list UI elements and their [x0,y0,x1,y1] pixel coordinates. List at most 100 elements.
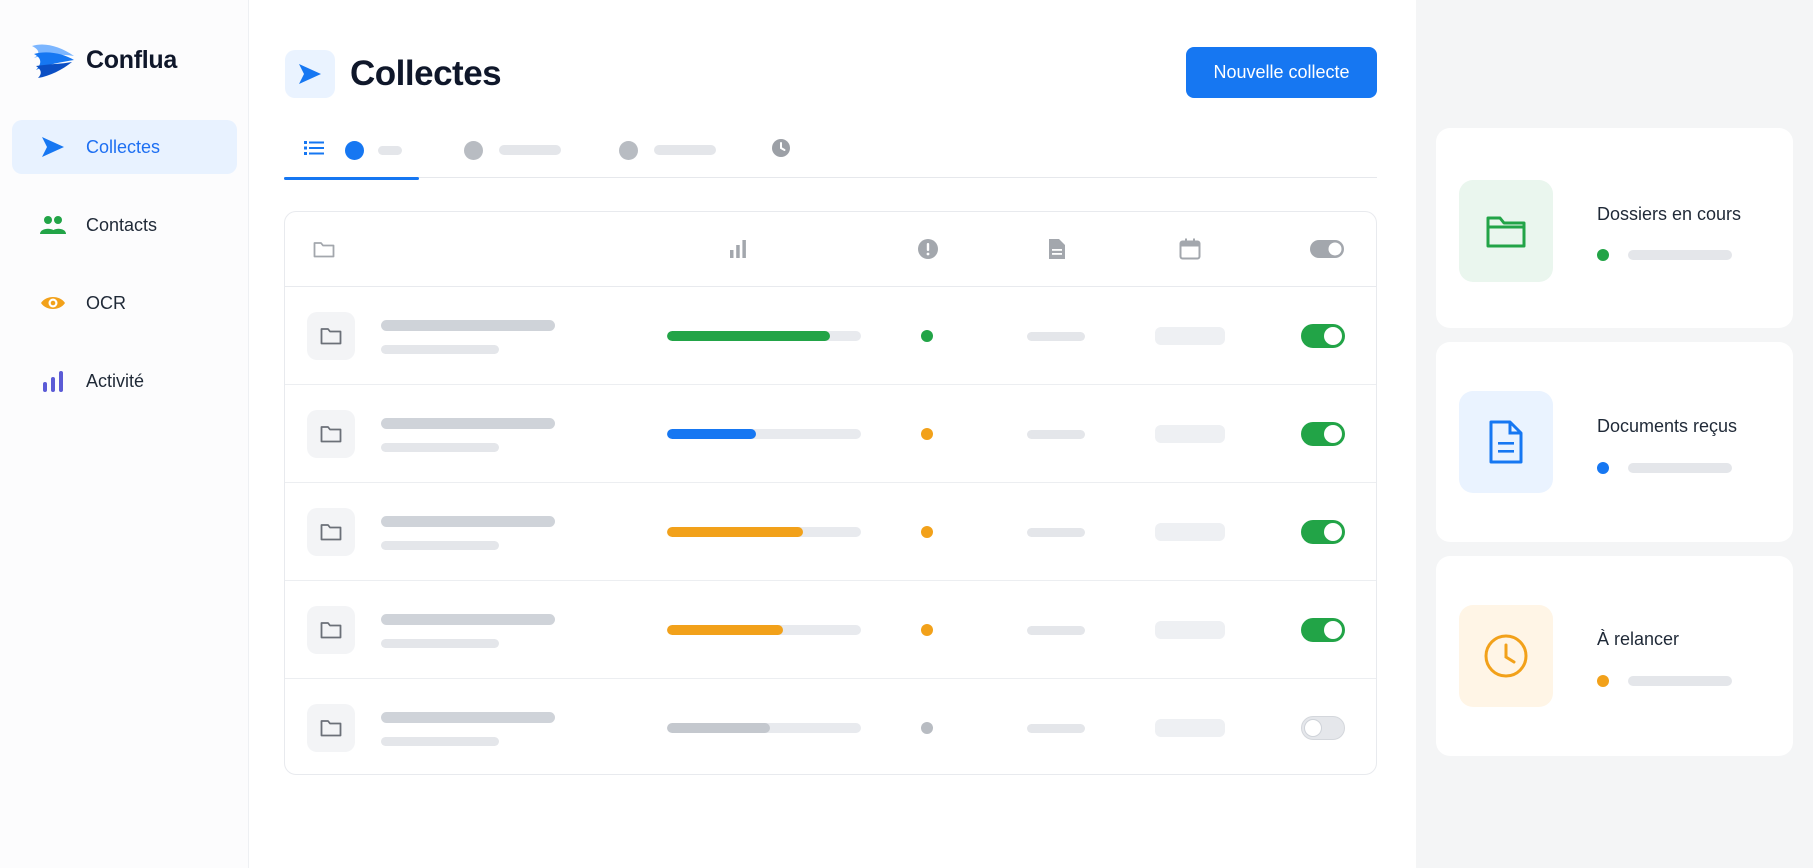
tab-all[interactable] [284,122,419,180]
app-name: Conflua [86,45,177,74]
summary-card-documents[interactable]: Documents reçus [1436,342,1793,542]
row-enabled-toggle[interactable] [1301,520,1345,544]
table-row[interactable] [285,385,1376,483]
sidebar-item-activite[interactable]: Activité [12,354,237,408]
tab-status-dot [345,140,364,160]
bar-chart-icon [726,237,750,261]
folder-icon [1459,180,1553,282]
row-title-placeholder [381,712,555,723]
row-enabled-toggle[interactable] [1301,324,1345,348]
clock-icon [771,138,791,163]
progress-bar [667,527,861,537]
summary-panel: Dossiers en cours Documents reçus À rela… [1416,0,1813,868]
toggle-knob [1324,523,1342,541]
toggle-knob [1324,425,1342,443]
sidebar: Conflua Collectes Contacts [0,0,249,868]
value-placeholder [1628,676,1732,686]
main-content: Collectes Nouvelle collecte [250,0,1416,868]
progress-bar [667,625,861,635]
logo[interactable]: Conflua [30,40,177,80]
progress-fill [667,527,803,537]
documents-count-placeholder [1027,724,1085,733]
row-title-placeholder [381,516,555,527]
row-enabled-toggle[interactable] [1301,618,1345,642]
folder-icon [307,704,355,752]
row-subtitle-placeholder [381,639,499,648]
table-row[interactable] [285,287,1376,385]
summary-card-in-progress[interactable]: Dossiers en cours [1436,128,1793,328]
new-collection-button[interactable]: Nouvelle collecte [1186,47,1377,98]
tab-status-dot [464,140,483,160]
date-placeholder [1155,425,1225,443]
page-title: Collectes [350,54,502,93]
row-enabled-toggle[interactable] [1301,716,1345,740]
tab-label-placeholder [378,145,402,155]
progress-bar [667,331,861,341]
tab-history[interactable] [771,122,811,178]
progress-fill [667,625,784,635]
alert-circle-icon [916,237,940,261]
status-dot [921,330,933,342]
sidebar-item-ocr[interactable]: OCR [12,276,237,330]
row-subtitle-placeholder [381,345,499,354]
sidebar-item-label: Collectes [86,136,161,157]
date-placeholder [1155,719,1225,737]
tab-3[interactable] [619,122,729,178]
sidebar-nav: Collectes Contacts OCR [12,120,237,432]
progress-bar [667,429,861,439]
conflua-logo-icon [32,44,74,78]
status-dot [1597,462,1609,474]
value-placeholder [1628,250,1732,260]
row-subtitle-placeholder [381,541,499,550]
document-icon [1459,391,1553,493]
sidebar-item-collectes[interactable]: Collectes [12,120,237,174]
tab-bar [284,122,1377,180]
summary-card-label: À relancer [1597,629,1680,649]
status-dot [921,722,933,734]
status-dot [921,428,933,440]
status-dot [1597,249,1609,261]
toggle-knob [1304,719,1322,737]
table-header [285,212,1376,287]
table-row[interactable] [285,679,1376,774]
folder-icon [307,410,355,458]
row-enabled-toggle[interactable] [1301,422,1345,446]
status-dot [921,526,933,538]
folder-icon [307,312,355,360]
date-placeholder [1155,523,1225,541]
folder-icon [307,508,355,556]
toggle-icon [1310,237,1344,261]
date-placeholder [1155,327,1225,345]
list-icon [304,140,324,161]
row-subtitle-placeholder [381,737,499,746]
status-dot [1597,675,1609,687]
table-row[interactable] [285,581,1376,679]
value-placeholder [1628,463,1732,473]
progress-fill [667,429,757,439]
toggle-knob [1324,327,1342,345]
bar-chart-icon [40,368,66,394]
summary-card-label: Dossiers en cours [1597,204,1742,224]
toggle-knob [1324,621,1342,639]
row-title-placeholder [381,418,555,429]
sidebar-item-label: OCR [86,292,126,313]
sidebar-item-contacts[interactable]: Contacts [12,198,237,252]
folder-icon [307,606,355,654]
tab-label-placeholder [499,145,561,155]
progress-fill [667,331,830,341]
row-title-placeholder [381,614,555,625]
send-icon [40,134,66,160]
table-row[interactable] [285,483,1376,581]
eye-icon [40,290,66,316]
summary-card-label: Documents reçus [1597,416,1738,436]
progress-fill [667,723,770,733]
document-icon [1045,237,1069,261]
folder-icon [312,237,336,261]
tab-2[interactable] [464,122,574,178]
tab-label-placeholder [654,145,716,155]
row-subtitle-placeholder [381,443,499,452]
summary-card-follow-up[interactable]: À relancer [1436,556,1793,756]
tab-status-dot [619,140,638,160]
documents-count-placeholder [1027,626,1085,635]
send-icon [285,50,335,98]
